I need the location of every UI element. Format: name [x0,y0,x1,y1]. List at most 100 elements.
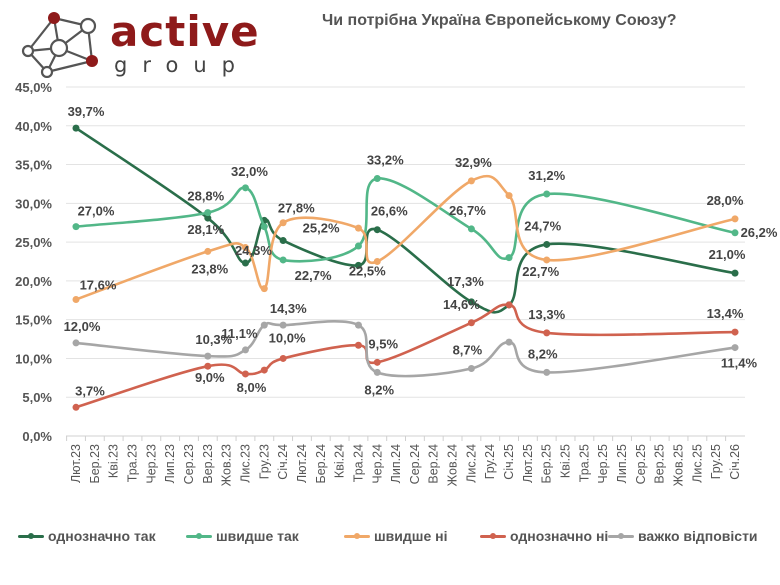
x-tick-label: Лип.24 [389,444,403,483]
legend-swatch-icon [186,531,212,541]
legend-label: швидше так [216,528,299,544]
series-lines [72,124,739,411]
y-tick-label: 0,0% [22,429,52,444]
data-point [505,192,513,200]
data-label: 24,3% [235,243,272,258]
x-tick-label: Жов.25 [672,444,686,486]
data-point [354,261,362,269]
x-tick-label: Лис.24 [464,444,478,483]
data-point [241,370,249,378]
data-point [467,319,475,327]
series-line [75,174,736,301]
y-tick-label: 25,0% [15,235,52,250]
x-tick-label: Бер.24 [314,444,328,484]
data-point [731,344,739,352]
x-axis: Лют.23 Бер.23 Кві.23 Тра.23 Чер.23 Лип.23 Сер.… [66,435,745,486]
data-label: 10,0% [269,330,306,345]
x-tick-label: Вер.25 [653,444,667,484]
x-tick-label: Вер.23 [201,444,215,484]
data-label: 9,0% [195,370,225,385]
data-point [260,285,268,293]
data-label: 31,2% [528,168,565,183]
data-label: 32,9% [455,155,492,170]
data-point [204,247,212,255]
x-tick-label: Січ.25 [502,444,516,480]
data-label: 32,0% [231,164,268,179]
data-point [204,209,212,217]
data-label: 8,2% [528,346,558,361]
legend-label: однозначно так [48,528,156,544]
data-point [731,215,739,223]
data-point [279,256,287,264]
data-label: 27,8% [278,200,315,215]
x-tick-label: Лют.23 [69,444,83,483]
x-tick-label: Вер.24 [427,444,441,484]
data-label: 8,0% [237,380,267,395]
data-point [543,329,551,337]
data-label: 21,0% [709,247,746,262]
data-point [72,339,80,347]
series-line [75,320,736,378]
data-point [373,258,381,265]
x-tick-label: Сер.25 [634,444,648,484]
data-label: 23,8% [191,261,228,276]
y-tick-label: 45,0% [15,80,52,95]
data-point [241,244,249,252]
x-tick-label: Сер.24 [408,444,422,484]
data-label: 33,2% [367,153,404,168]
x-tick-label: Лют.25 [521,444,535,483]
x-tick-label: Тра.23 [125,444,139,482]
data-point [543,240,551,248]
logo: active group [14,6,259,79]
x-tick-label: Бер.25 [540,444,554,484]
x-tick-label: Чер.24 [370,444,384,484]
data-point [731,269,739,277]
x-tick-label: Гру.23 [257,444,271,479]
data-point [467,177,475,185]
grid [66,86,745,437]
x-tick-label: Лют.24 [295,444,309,483]
data-point [373,175,381,183]
data-label: 17,3% [447,274,484,289]
data-point [354,321,362,329]
x-tick-label: Лис.25 [690,444,704,483]
legend-item: важко відповісти [608,528,758,544]
data-point [72,296,80,304]
y-tick-label: 10,0% [15,351,52,366]
legend-label: важко відповісти [638,528,758,544]
data-point [505,338,513,346]
data-point [467,365,475,373]
x-tick-label: Тра.24 [351,444,365,482]
x-tick-label: Кві.24 [333,444,347,478]
data-label: 14,6% [443,297,480,312]
data-label: 28,0% [707,193,744,208]
data-label: 11,1% [221,326,258,341]
x-tick-label: Лип.23 [163,444,177,483]
data-point [204,214,212,222]
data-label: 14,3% [270,301,307,316]
legend-item: однозначно ні [480,528,608,544]
x-tick-label: Лип.25 [615,444,629,483]
data-label: 24,7% [524,218,561,233]
legend-item: однозначно так [18,528,156,544]
data-point [72,223,80,231]
logo-network-icon [21,12,98,79]
x-tick-label: Гру.24 [483,444,497,479]
data-labels: 39,7% 28,1% 24,3% 27,8% 26,6% 17,3% 24,7% 21,0%… [64,104,778,398]
data-label: 22,7% [522,264,559,279]
x-tick-label: Січ.26 [728,444,742,480]
y-tick-label: 30,0% [15,196,52,211]
data-point [204,352,212,360]
data-point [204,362,212,370]
x-tick-label: Жов.24 [446,444,460,486]
data-point [731,229,739,237]
data-label: 13,4% [707,306,744,321]
data-point [279,321,287,329]
data-label: 28,8% [187,189,224,204]
data-label: 3,7% [75,383,105,398]
data-point [241,259,249,267]
data-label: 26,7% [449,203,486,218]
x-tick-label: Січ.24 [276,444,290,480]
legend-label: однозначно ні [510,528,609,544]
